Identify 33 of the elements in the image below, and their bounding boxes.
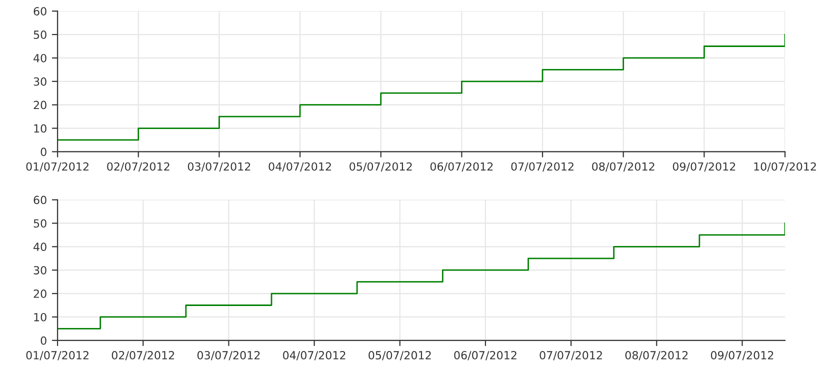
y-tick-label: 20 [34,290,46,298]
y-tick-label: 10 [34,124,46,133]
y-tick-label: 30 [34,266,46,274]
x-tick-label: 02/07/2012 [107,162,170,172]
x-tick-label: 02/07/2012 [112,351,174,360]
y-tick-label: 0 [40,148,46,156]
x-tick-label: 05/07/2012 [368,351,431,360]
x-tick-label: 05/07/2012 [350,162,412,172]
y-tick-label: 40 [34,54,46,62]
x-tick-label: 08/07/2012 [592,162,654,172]
x-tick-label: 10/07/2012 [754,162,816,172]
y-tick-label: 40 [34,242,46,252]
x-tick-label: 09/07/2012 [672,162,736,172]
x-tick-label: 03/07/2012 [188,162,250,172]
y-tick-label: 60 [34,196,46,204]
x-tick-label: 08/07/2012 [625,351,688,360]
x-tick-label: 04/07/2012 [268,162,331,172]
y-tick-label: 60 [34,7,46,16]
y-tick-label: 0 [40,336,46,345]
x-tick-label: 01/07/2012 [26,351,88,360]
x-tick-label: 04/07/2012 [283,351,346,360]
x-tick-label: 06/07/2012 [454,351,516,360]
y-tick-label: 30 [34,77,46,86]
y-tick-label: 50 [34,219,46,228]
x-tick-label: 07/07/2012 [540,351,602,360]
x-tick-label: 09/07/2012 [710,351,774,360]
y-tick-label: 20 [34,100,46,110]
x-tick-label: 06/07/2012 [430,162,493,172]
x-tick-label: 03/07/2012 [197,351,260,360]
x-tick-label: 07/07/2012 [511,162,574,172]
y-tick-label: 50 [34,30,46,39]
y-tick-label: 10 [34,312,46,322]
x-tick-label: 01/07/2012 [26,162,88,172]
